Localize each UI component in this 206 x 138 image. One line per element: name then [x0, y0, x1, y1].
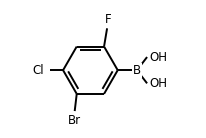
- Text: B: B: [133, 64, 141, 77]
- Text: OH: OH: [150, 51, 168, 63]
- Text: Br: Br: [68, 114, 81, 127]
- Text: Cl: Cl: [32, 64, 44, 77]
- Text: OH: OH: [150, 77, 168, 90]
- Text: F: F: [105, 13, 111, 26]
